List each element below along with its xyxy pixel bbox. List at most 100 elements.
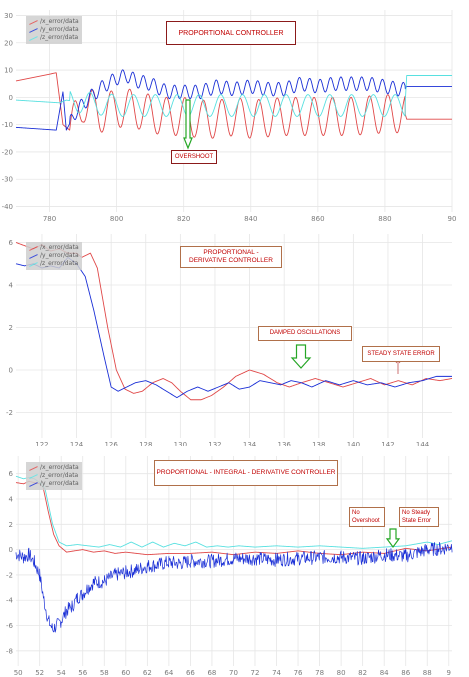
x-tick-label: 780 bbox=[43, 215, 56, 222]
legend-label: /y_error/data bbox=[40, 480, 79, 487]
annotation-no-overshoot: No Overshoot bbox=[349, 507, 385, 527]
chart-3-title: PROPORTIONAL - INTEGRAL - DERIVATIVE CON… bbox=[154, 460, 338, 486]
legend-swatch-cyan bbox=[29, 473, 38, 479]
annotation-no-steady-state-error: No Steady State Error bbox=[399, 507, 439, 527]
legend-swatch-cyan bbox=[29, 35, 38, 41]
x-tick-label: 72 bbox=[251, 669, 260, 677]
x-tick-label: 130 bbox=[174, 441, 187, 446]
x-tick-label: 82 bbox=[358, 669, 367, 677]
x-tick-label: 90 bbox=[448, 215, 457, 222]
x-tick-label: 68 bbox=[207, 669, 216, 677]
y-tick-label: 0 bbox=[9, 546, 13, 554]
legend-label: /x_error/data bbox=[40, 18, 79, 25]
x-tick-label: 9 bbox=[447, 669, 451, 677]
y-tick-label: -40 bbox=[2, 203, 13, 211]
legend-swatch-red bbox=[29, 245, 38, 251]
y-tick-label: -2 bbox=[6, 571, 13, 579]
y-tick-label: 0 bbox=[9, 94, 13, 102]
legend-entry: /z_error/data bbox=[29, 260, 79, 268]
series-line-cyan bbox=[15, 475, 453, 549]
chart-2-title: PROPORTIONAL - DERIVATIVE CONTROLLER bbox=[180, 246, 282, 268]
x-tick-label: 52 bbox=[35, 669, 44, 677]
legend-label: /x_error/data bbox=[40, 464, 79, 471]
legend-entry: /x_error/data bbox=[29, 244, 79, 252]
x-tick-label: 80 bbox=[337, 669, 346, 677]
y-tick-label: 6 bbox=[9, 239, 14, 247]
x-tick-label: 138 bbox=[312, 441, 325, 446]
y-tick-label: -30 bbox=[2, 176, 13, 184]
legend-label: /y_error/data bbox=[40, 252, 79, 259]
y-tick-label: 2 bbox=[9, 324, 13, 332]
x-tick-label: 64 bbox=[164, 669, 173, 677]
x-tick-label: 144 bbox=[416, 441, 430, 446]
y-tick-label: -10 bbox=[2, 121, 13, 129]
legend-entry: /y_error/data bbox=[29, 252, 79, 260]
legend-label: /y_error/data bbox=[40, 26, 79, 33]
annotation-overshoot: OVERSHOOT bbox=[171, 150, 217, 164]
series-line-cyan bbox=[15, 75, 452, 117]
chart-1-legend: /x_error/data /y_error/data /z_error/dat… bbox=[26, 16, 82, 44]
series-line-blue bbox=[15, 542, 453, 633]
legend-entry: /y_error/data bbox=[29, 480, 79, 488]
x-tick-label: 70 bbox=[229, 669, 238, 677]
x-tick-label: 124 bbox=[70, 441, 84, 446]
y-tick-label: 0 bbox=[9, 367, 13, 375]
series-line-red bbox=[15, 242, 453, 401]
y-tick-label: 30 bbox=[4, 12, 13, 20]
y-tick-label: 4 bbox=[9, 282, 14, 290]
x-tick-label: 122 bbox=[35, 441, 48, 446]
legend-swatch-cyan bbox=[29, 261, 38, 267]
legend-swatch-blue bbox=[29, 27, 38, 33]
legend-entry: /z_error/data bbox=[29, 472, 79, 480]
x-tick-label: 860 bbox=[311, 215, 324, 222]
chart-2-plot: 6 4 2 0 -2 122 124 126 128 130 132 134 136 138 140 142 1… bbox=[6, 234, 453, 446]
chart-1-title: PROPORTIONAL CONTROLLER bbox=[166, 21, 296, 45]
legend-swatch-blue bbox=[29, 481, 38, 487]
y-tick-label: 20 bbox=[4, 39, 13, 47]
no-overshoot-arrow-icon bbox=[385, 528, 401, 549]
x-tick-label: 74 bbox=[272, 669, 281, 677]
x-tick-label: 62 bbox=[143, 669, 152, 677]
legend-label: /z_error/data bbox=[40, 260, 79, 267]
x-tick-label: 128 bbox=[139, 441, 152, 446]
legend-label: /z_error/data bbox=[40, 472, 79, 479]
x-tick-label: 134 bbox=[243, 441, 257, 446]
y-tick-label: -6 bbox=[6, 622, 14, 630]
x-tick-label: 76 bbox=[294, 669, 303, 677]
legend-entry: /z_error/data bbox=[29, 34, 79, 42]
x-tick-label: 800 bbox=[110, 215, 123, 222]
annotation-steady-state-error: STEADY STATE ERROR bbox=[362, 346, 440, 362]
overshoot-arrow-icon bbox=[183, 99, 193, 150]
series-line-red bbox=[15, 480, 453, 556]
legend-entry: /x_error/data bbox=[29, 18, 79, 26]
y-tick-label: 4 bbox=[9, 496, 14, 504]
y-tick-label: 6 bbox=[9, 470, 14, 478]
series-line-blue bbox=[15, 256, 452, 399]
x-tick-label: 86 bbox=[401, 669, 410, 677]
legend-label: /x_error/data bbox=[40, 244, 79, 251]
legend-entry: /y_error/data bbox=[29, 26, 79, 34]
chart-3-legend: /x_error/data /z_error/data /y_error/dat… bbox=[26, 462, 82, 490]
chart-panel-2: 6 4 2 0 -2 122 124 126 128 130 132 134 136 138 140 142 1… bbox=[0, 228, 469, 446]
y-tick-label: -8 bbox=[6, 647, 13, 655]
legend-label: /z_error/data bbox=[40, 34, 79, 41]
x-tick-label: 140 bbox=[347, 441, 360, 446]
x-tick-label: 880 bbox=[378, 215, 391, 222]
x-tick-label: 136 bbox=[277, 441, 291, 446]
x-tick-label: 820 bbox=[177, 215, 190, 222]
damped-arrow-icon bbox=[290, 344, 312, 369]
x-tick-label: 126 bbox=[104, 441, 118, 446]
legend-swatch-blue bbox=[29, 253, 38, 259]
y-tick-label: -4 bbox=[6, 597, 14, 605]
x-tick-label: 840 bbox=[244, 215, 257, 222]
annotation-damped-oscillations: DAMPED OSCILLATIONS bbox=[258, 326, 352, 341]
series-line-red bbox=[15, 72, 452, 139]
y-tick-label: 2 bbox=[9, 521, 13, 529]
x-tick-label: 56 bbox=[78, 669, 87, 677]
x-tick-label: 78 bbox=[315, 669, 324, 677]
chart-panel-3: 6 4 2 0 -2 -4 -6 -8 50 52 54 56 58 60 62 64 66 68 70 72 74 76… bbox=[0, 450, 469, 677]
y-tick-label: -20 bbox=[2, 148, 13, 156]
legend-entry: /x_error/data bbox=[29, 464, 79, 472]
chart-panel-1: 30 20 10 0 -10 -20 -30 -40 780 800 820 840 860 880 90 … bbox=[0, 0, 469, 222]
